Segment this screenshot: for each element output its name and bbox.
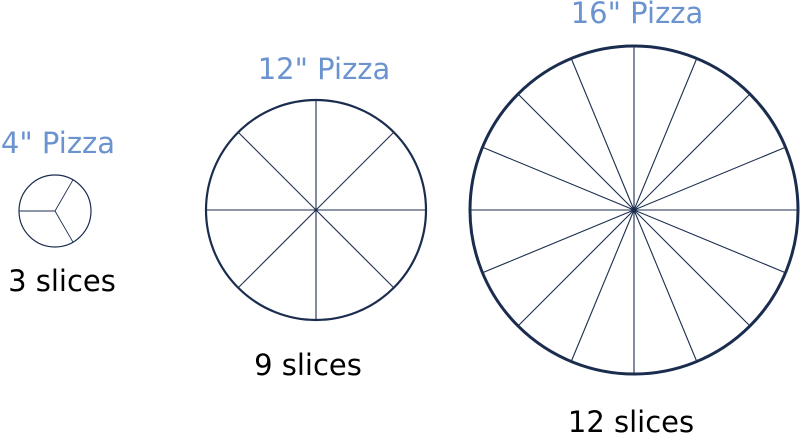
pizza-large-slice-cut — [633, 209, 786, 274]
pizza-large-slice-cut — [517, 93, 635, 211]
pizza-small-group: 4" Pizza 3 slices — [1, 126, 116, 298]
pizza-medium-slice-cut — [237, 131, 317, 211]
pizza-large-circle — [468, 44, 800, 376]
pizza-small-slice-cut — [54, 179, 74, 212]
pizza-large-group: 16" Pizza 12 slices — [468, 0, 800, 434]
pizza-large-slice-cut — [633, 58, 698, 211]
pizza-medium-circle — [204, 98, 428, 322]
pizza-medium-slice-cut — [315, 209, 395, 289]
pizza-large-slice-cut — [482, 209, 635, 274]
pizza-large-slice-cut — [633, 209, 698, 362]
pizza-large-caption: 12 slices — [568, 405, 694, 434]
pizza-medium-group: 12" Pizza 9 slices — [204, 52, 428, 382]
pizza-large-slice-cut — [570, 209, 635, 362]
pizza-medium-slice-cut — [237, 209, 317, 289]
pizza-large-slice-cut — [633, 93, 751, 211]
pizza-medium-caption: 9 slices — [254, 348, 362, 382]
pizza-large-title: 16" Pizza — [571, 0, 704, 30]
pizza-small-caption: 3 slices — [8, 264, 116, 298]
pizza-medium-title: 12" Pizza — [258, 52, 391, 86]
pizza-large-slice-cut — [570, 58, 635, 211]
pizza-small-slice-cut — [54, 210, 74, 243]
pizza-small-circle — [18, 174, 92, 248]
pizza-large-slice-cut — [633, 209, 751, 327]
pizza-large-slice-cut — [633, 146, 786, 211]
pizza-medium-slice-cut — [315, 131, 395, 211]
pizza-large-slice-cut — [482, 146, 635, 211]
pizza-small-title: 4" Pizza — [1, 126, 115, 160]
pizza-large-slice-cut — [517, 209, 635, 327]
